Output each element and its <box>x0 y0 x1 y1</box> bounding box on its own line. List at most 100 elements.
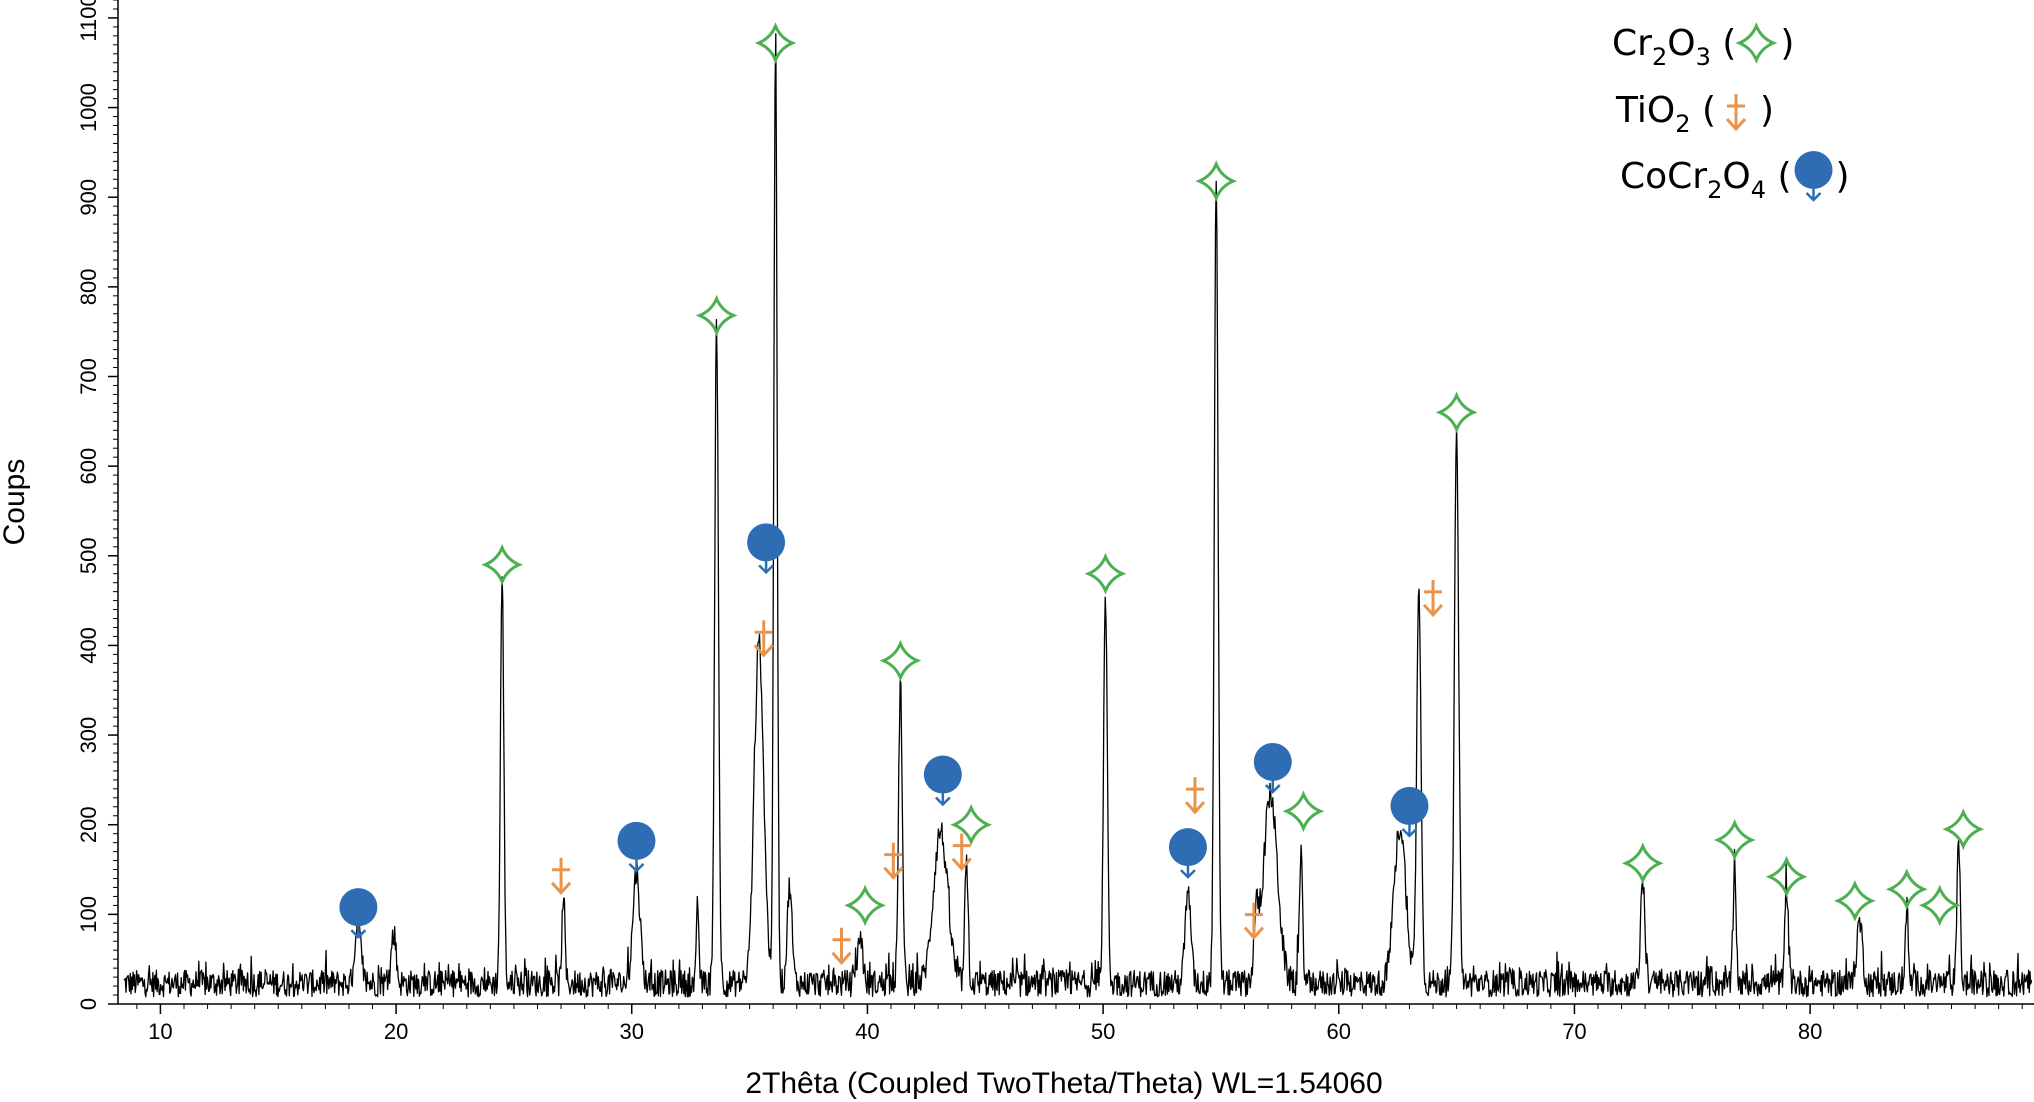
cocr2o4-marker-dot <box>1390 786 1429 825</box>
cocr2o4-marker-head <box>1401 828 1418 838</box>
legend-text-part: ( <box>1766 156 1792 197</box>
y-tick-label: 800 <box>76 268 101 305</box>
cr2o3-marker <box>1282 790 1325 833</box>
cr2o3-marker <box>1084 552 1127 595</box>
x-tick-label: 20 <box>384 1019 408 1044</box>
tio2-marker-head <box>1184 801 1206 815</box>
cocr2o4-marker <box>923 755 962 807</box>
x-tick-label: 10 <box>148 1019 172 1044</box>
x-ticks: 10 20 30 40 50 60 70 80 <box>136 1004 2023 1044</box>
x-tick-label: 70 <box>1562 1019 1586 1044</box>
y-tick-label: 1100 <box>76 0 101 42</box>
tio2-marker <box>951 833 972 871</box>
legend-text-part: 2 <box>1652 43 1667 71</box>
axes <box>117 0 2034 1005</box>
cr2o3-marker <box>1621 842 1664 885</box>
cocr2o4-marker-head <box>628 862 645 873</box>
cr2o3-marker <box>1885 868 1928 911</box>
y-tick-label: 400 <box>76 627 101 664</box>
tio2-marker-head <box>883 866 904 880</box>
cr2o3-marker <box>695 294 738 337</box>
y-tick-label: 900 <box>76 179 101 216</box>
cr2o3-marker <box>1195 160 1238 202</box>
y-tick-label: 300 <box>76 717 101 754</box>
cocr2o4-marker <box>1253 742 1292 794</box>
legend-close-paren: ) <box>1780 23 1794 64</box>
cr2o3-marker <box>879 639 922 682</box>
legend: Cr2O3 ()TiO2 ()CoCr2O4 () <box>1612 22 1850 204</box>
x-tick-label: 80 <box>1798 1019 1822 1044</box>
cocr2o4-marker-dot <box>923 755 962 794</box>
cr2o3-marker <box>844 884 886 927</box>
tio2-marker-head <box>753 644 774 658</box>
legend-arrow-icon <box>1725 94 1747 132</box>
x-tick-label: 60 <box>1327 1019 1351 1044</box>
tio2-marker-head <box>831 951 852 965</box>
cocr2o4-marker <box>617 821 656 873</box>
legend-text-part: O <box>1722 156 1750 197</box>
cocr2o4-marker-head <box>934 796 951 807</box>
x-tick-label: 40 <box>855 1019 879 1044</box>
tio2-marker <box>831 927 852 965</box>
y-tick-label: 500 <box>76 537 101 574</box>
cocr2o4-marker-dot <box>1253 742 1292 781</box>
tio2-marker <box>1184 777 1206 815</box>
legend-entry-cr2o3: Cr2O3 ( <box>1612 23 1736 71</box>
y-axis-label: Coups <box>0 459 31 546</box>
legend-dot-icon-head <box>1805 192 1822 202</box>
phase-markers <box>339 22 1985 965</box>
legend-text-part: ( <box>1691 90 1717 131</box>
tio2-marker <box>1422 579 1444 618</box>
tio2-marker-head <box>550 881 572 896</box>
legend-arrow-icon-head <box>1725 117 1747 132</box>
legend-text-part: 2 <box>1675 110 1690 138</box>
cr2o3-marker <box>950 803 993 846</box>
tio2-marker-head <box>1422 603 1444 618</box>
cocr2o4-marker-dot <box>1168 828 1207 867</box>
legend-close-paren: ) <box>1836 156 1850 197</box>
cr2o3-marker <box>754 22 797 64</box>
cocr2o4-marker-dot <box>747 523 786 562</box>
cocr2o4-marker-head <box>758 564 774 575</box>
legend-text-part: CoCr <box>1620 156 1707 197</box>
cr2o3-marker <box>1918 884 1961 927</box>
legend-text-part: 4 <box>1751 176 1766 204</box>
legend-dot-icon <box>1794 151 1833 202</box>
cr2o3-marker <box>1942 808 1985 851</box>
cr2o3-marker <box>1833 880 1876 922</box>
tio2-marker-head <box>1243 926 1265 940</box>
legend-text-part: Cr <box>1612 23 1652 64</box>
tio2-marker <box>883 842 904 880</box>
cocr2o4-marker <box>747 523 786 575</box>
legend-diamond-icon <box>1735 22 1778 64</box>
legend-text-part: 3 <box>1696 43 1711 71</box>
cocr2o4-marker <box>339 888 378 939</box>
y-tick-label: 100 <box>76 896 101 933</box>
x-tick-label: 50 <box>1091 1019 1115 1044</box>
y-tick-label: 0 <box>76 998 101 1010</box>
legend-close-paren: ) <box>1760 90 1774 131</box>
legend-entry-tio2: TiO2 ( <box>1615 90 1716 138</box>
cr2o3-marker <box>1713 819 1756 861</box>
legend-dot-icon-dot <box>1794 151 1833 189</box>
legend-entry-cocr2o4: CoCr2O4 ( <box>1620 156 1792 204</box>
cocr2o4-marker-head <box>1180 869 1196 879</box>
cocr2o4-marker <box>1168 828 1207 879</box>
tio2-marker-head <box>951 857 972 871</box>
xrd-pattern-line <box>123 33 2033 998</box>
legend-text-part: O <box>1667 23 1695 64</box>
tio2-marker <box>1243 902 1265 940</box>
legend-text-part: 2 <box>1707 176 1722 204</box>
cocr2o4-marker-head <box>350 929 367 939</box>
legend-text-part: TiO <box>1615 90 1675 131</box>
cr2o3-marker <box>1435 391 1478 434</box>
tio2-marker <box>550 857 572 896</box>
cocr2o4-marker-head <box>1264 784 1281 794</box>
cocr2o4-marker-dot <box>339 888 378 927</box>
y-tick-label: 600 <box>76 448 101 485</box>
y-tick-label: 1000 <box>76 83 101 132</box>
x-tick-label: 30 <box>620 1019 644 1044</box>
cocr2o4-marker <box>1390 786 1429 838</box>
tio2-marker <box>753 620 774 658</box>
